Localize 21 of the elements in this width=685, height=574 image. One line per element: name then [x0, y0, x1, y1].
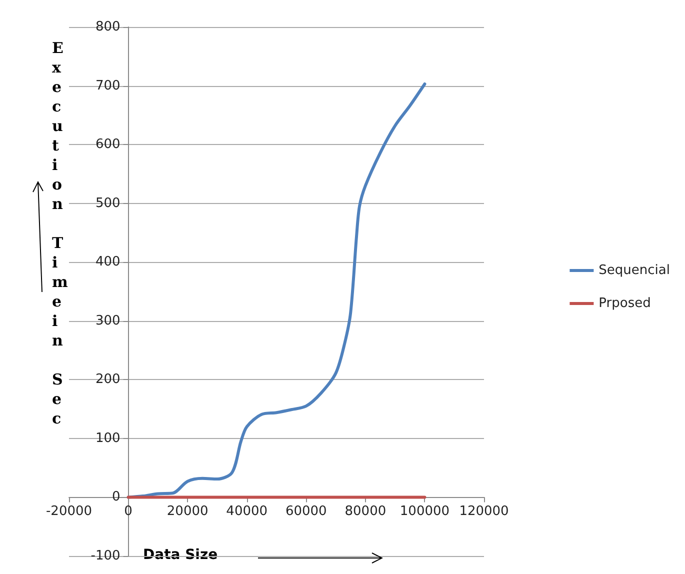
- y-tick-label: 400: [95, 254, 120, 270]
- y-tick-label: 300: [95, 313, 120, 328]
- x-tick-label: -20000: [46, 504, 92, 520]
- x-tick-label: 0: [124, 504, 132, 520]
- legend-label: Prposed: [598, 296, 651, 311]
- y-tick-label: 500: [95, 196, 120, 211]
- x-tick-label: 100000: [400, 504, 450, 520]
- y-tick-label: 0: [112, 490, 120, 505]
- y-tick-label: 800: [95, 20, 120, 34]
- x-tick-label: 120000: [459, 504, 509, 520]
- x-tick-label: 60000: [285, 504, 327, 520]
- x-tick-label: 20000: [166, 504, 208, 520]
- y-tick-label: -100: [90, 548, 120, 564]
- legend-label: Sequencial: [598, 263, 670, 278]
- y-tick-label: 700: [95, 78, 120, 94]
- x-tick-label: 80000: [344, 504, 386, 520]
- y-tick-label: 100: [95, 430, 120, 446]
- x-tick-label: 40000: [226, 504, 268, 520]
- y-tick-label: 600: [95, 137, 120, 152]
- text: Execution Timein Sec: [52, 38, 68, 428]
- y-tick-label: 200: [95, 372, 120, 388]
